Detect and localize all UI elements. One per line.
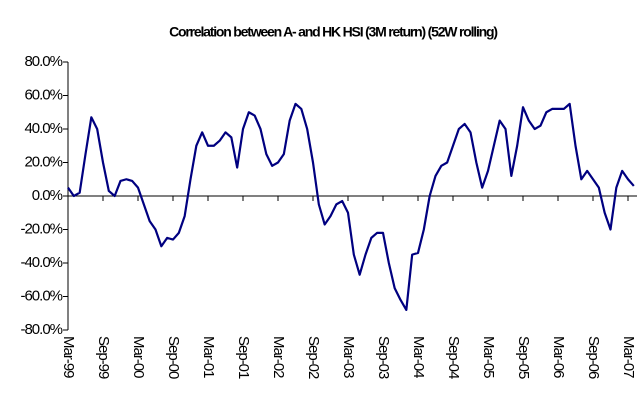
x-tick-label: Mar-03 — [340, 336, 357, 378]
y-tick-label: -80.0% — [20, 321, 62, 338]
x-tick-label: Mar-99 — [60, 336, 77, 378]
y-tick-label: -20.0% — [20, 220, 62, 237]
x-tick-label: Sep-04 — [445, 336, 462, 379]
x-tick-label: Mar-07 — [620, 336, 637, 378]
y-tick-label: -60.0% — [20, 287, 62, 304]
x-tick-label: Mar-02 — [270, 336, 287, 378]
x-tick-label: Mar-01 — [200, 336, 217, 378]
x-tick-label: Mar-00 — [130, 336, 147, 378]
x-tick-label: Sep-05 — [515, 336, 532, 379]
data-line — [67, 102, 635, 311]
y-tick-label: 20.0% — [24, 153, 62, 170]
x-tick-label: Sep-03 — [375, 336, 392, 379]
x-tick-label: Mar-06 — [550, 336, 567, 378]
x-tick-label: Sep-99 — [95, 336, 112, 379]
x-tick-label: Sep-06 — [585, 336, 602, 379]
y-tick-label: 60.0% — [24, 86, 62, 103]
y-tick-label: 0.0% — [32, 187, 63, 204]
x-tick-label: Sep-01 — [235, 336, 252, 379]
x-tick-label: Sep-02 — [305, 336, 322, 379]
x-tick-label: Sep-00 — [165, 336, 182, 379]
y-tick-label: 40.0% — [24, 120, 62, 137]
y-tick-label: -40.0% — [20, 254, 62, 271]
chart-title: Correlation between A- and HK HSI (3M re… — [169, 24, 497, 40]
x-tick-label: Mar-05 — [480, 336, 497, 378]
y-tick-label: 80.0% — [24, 53, 62, 70]
x-tick-label: Mar-04 — [410, 336, 427, 378]
